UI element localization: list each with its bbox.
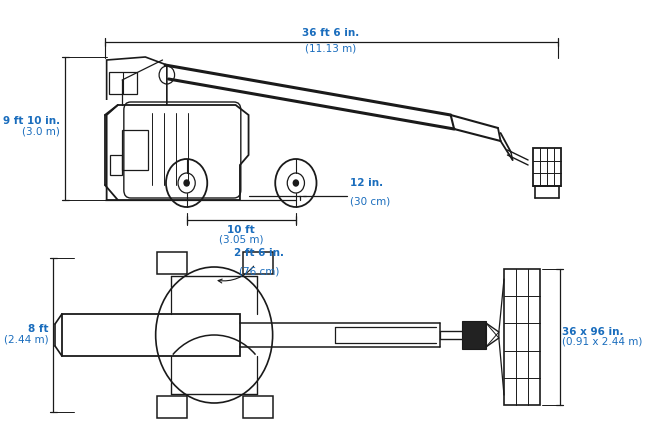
Text: 8 ft: 8 ft [28,324,48,334]
Text: (3.05 m): (3.05 m) [219,234,263,244]
Bar [533,148,561,186]
Text: 12 in.: 12 in. [350,178,383,188]
Bar [462,321,486,349]
Bar [504,269,540,405]
Bar [109,72,137,94]
Bar [62,314,240,356]
Bar [110,155,122,175]
Bar [157,396,186,418]
Text: 10 ft: 10 ft [227,225,255,235]
Text: (30 cm): (30 cm) [350,196,390,206]
Text: (3.0 m): (3.0 m) [23,126,60,136]
Text: (76 cm): (76 cm) [239,267,279,277]
Bar [243,252,273,274]
Text: 9 ft 10 in.: 9 ft 10 in. [3,116,60,126]
Text: 36 x 96 in.: 36 x 96 in. [562,327,624,337]
Bar [243,396,273,418]
Text: (11.13 m): (11.13 m) [304,43,356,53]
Circle shape [184,180,189,186]
Bar [122,130,148,170]
Text: (0.91 x 2.44 m): (0.91 x 2.44 m) [562,337,643,347]
Text: 2 ft 6 in.: 2 ft 6 in. [234,248,284,258]
Text: 36 ft 6 in.: 36 ft 6 in. [302,28,359,38]
Bar [157,252,186,274]
Text: (2.44 m): (2.44 m) [3,334,48,344]
Circle shape [293,180,299,186]
